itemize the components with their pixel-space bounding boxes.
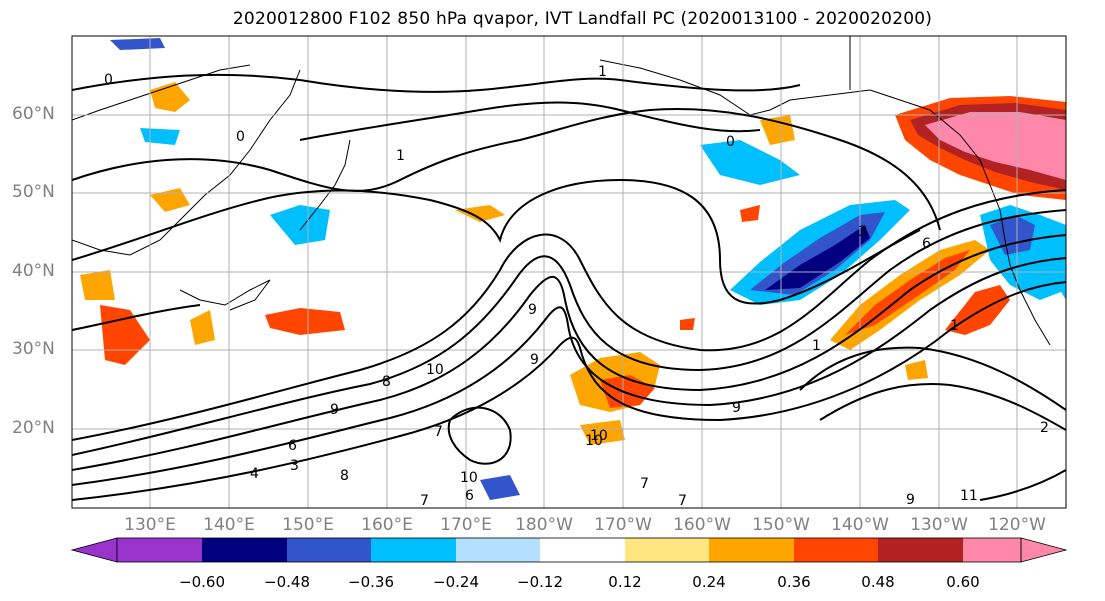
colorbar-extend-low — [70, 537, 118, 563]
colorbar-tick-label: −0.36 — [348, 573, 394, 591]
colorbar-bin — [287, 538, 371, 562]
colorbar-extend-high — [1020, 537, 1068, 563]
colorbar-tick-label: 0.12 — [608, 573, 642, 591]
contour-label: 6 — [465, 488, 474, 504]
colorbar-bin — [202, 538, 287, 562]
contour-label: 7 — [640, 476, 649, 492]
colorbar-tick-label: 0.36 — [777, 573, 811, 591]
lon-label: 140°W — [831, 515, 889, 535]
contour-label: 10 — [460, 470, 478, 486]
contour-label: 1 — [812, 338, 821, 354]
contour-label: 10 — [585, 433, 603, 449]
colorbar-bin — [371, 538, 456, 562]
lon-label: 150°W — [752, 515, 810, 535]
contour-label: 6 — [288, 438, 297, 454]
lon-label: 130°W — [910, 515, 968, 535]
colorbar-tick-label: −0.48 — [264, 573, 310, 591]
contour-label: 7 — [678, 493, 687, 509]
contour-label: 0 — [236, 129, 245, 145]
colorbar-bin — [963, 538, 1021, 562]
lon-label: 170°E — [440, 515, 492, 535]
contour-label: 3 — [290, 458, 299, 474]
contour-label: 9 — [906, 492, 915, 508]
colorbar-tick-label: 0.60 — [946, 573, 980, 591]
contour-label: 9 — [530, 352, 539, 368]
colorbar-bin — [794, 538, 878, 562]
plot-frame — [71, 35, 1067, 509]
colorbar-frame — [116, 537, 1022, 563]
contour-label: 10 — [590, 428, 608, 444]
contour-label: 1 — [598, 64, 607, 80]
lon-label: 160°W — [673, 515, 731, 535]
contour-label: 4 — [250, 466, 259, 482]
colorbar-bin — [117, 538, 202, 562]
contour-label: 6 — [922, 236, 931, 252]
lat-label: 60°N — [12, 104, 55, 124]
contour-label: 8 — [382, 374, 391, 390]
contour-label: 7 — [434, 424, 443, 440]
colorbar-tick-label: 0.24 — [692, 573, 726, 591]
contour-label: 8 — [340, 468, 349, 484]
colorbar-bin — [540, 538, 625, 562]
contour-label: 9 — [732, 400, 741, 416]
lon-label: 150°E — [282, 515, 334, 535]
contour-label: 9 — [528, 302, 537, 318]
lon-label: 180°W — [515, 515, 573, 535]
colorbar-tick-label: −0.60 — [179, 573, 225, 591]
contour-label: 3 — [858, 224, 867, 240]
contour-label: 2 — [1040, 420, 1049, 436]
lat-label: 30°N — [12, 339, 55, 359]
ivt-contours — [72, 73, 1066, 501]
lon-label: 120°W — [988, 515, 1046, 535]
contour-labels: 0 0 0 1 1 1 3 6 9 9 8 10 10 9 8 6 4 3 1 … — [104, 64, 1049, 509]
graticule — [72, 36, 1066, 508]
colorbar-tick-label: −0.12 — [517, 573, 563, 591]
colorbar-bin — [878, 538, 963, 562]
contour-label: 1 — [396, 148, 405, 164]
map-title: 2020012800 F102 850 hPa qvapor, IVT Land… — [232, 9, 933, 29]
contour-label: 11 — [960, 488, 978, 504]
colorbar-tick-label: −0.24 — [433, 573, 479, 591]
lon-label: 130°E — [124, 515, 176, 535]
lat-label: 50°N — [12, 182, 55, 202]
contour-label: 0 — [726, 134, 735, 150]
colorbar-bin — [456, 538, 540, 562]
contour-label: 7 — [420, 493, 429, 509]
colorbar-bin — [709, 538, 794, 562]
lon-label: 170°W — [594, 515, 652, 535]
contour-label: 10 — [426, 362, 444, 378]
lon-label: 160°E — [361, 515, 413, 535]
contour-label: 0 — [104, 72, 113, 88]
lon-label: 140°E — [203, 515, 255, 535]
colorbar-bin — [625, 538, 709, 562]
contour-label: 9 — [330, 402, 339, 418]
colorbar-tick-label: 0.48 — [861, 573, 895, 591]
lat-label: 20°N — [12, 418, 55, 438]
lat-label: 40°N — [12, 261, 55, 281]
contour-label: 1 — [950, 318, 959, 334]
colorbar — [70, 537, 1068, 563]
